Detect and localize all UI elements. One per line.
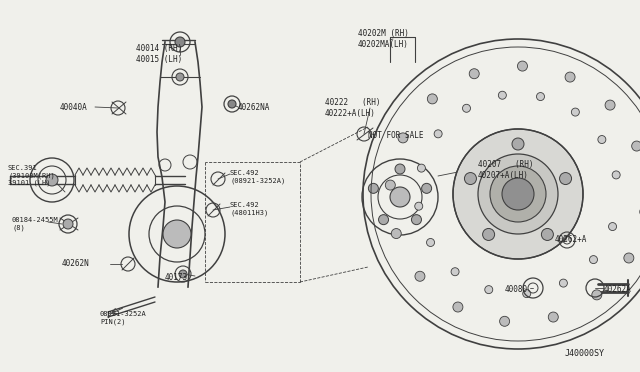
Text: 08921-3252A
PIN(2): 08921-3252A PIN(2)	[100, 311, 147, 325]
Circle shape	[548, 312, 558, 322]
Circle shape	[499, 91, 506, 99]
Circle shape	[453, 129, 583, 259]
Circle shape	[426, 238, 435, 247]
Circle shape	[478, 154, 558, 234]
Text: 40262A: 40262A	[604, 285, 632, 294]
Text: 40080: 40080	[505, 285, 528, 294]
Circle shape	[451, 268, 459, 276]
Circle shape	[500, 316, 509, 326]
Circle shape	[46, 174, 58, 186]
Text: 40262+A: 40262+A	[555, 235, 588, 244]
Circle shape	[612, 171, 620, 179]
Text: SEC.492
(48011H3): SEC.492 (48011H3)	[230, 202, 268, 216]
Circle shape	[541, 228, 554, 240]
Circle shape	[369, 183, 378, 193]
Circle shape	[391, 228, 401, 238]
Circle shape	[175, 37, 185, 47]
Text: J40000SY: J40000SY	[565, 350, 605, 359]
Text: 40014 (RH)
40015 (LH): 40014 (RH) 40015 (LH)	[136, 44, 182, 64]
Circle shape	[536, 93, 545, 100]
Circle shape	[228, 100, 236, 108]
Circle shape	[378, 215, 388, 225]
Circle shape	[605, 100, 615, 110]
Circle shape	[63, 219, 73, 229]
Text: 40173: 40173	[165, 273, 188, 282]
Circle shape	[490, 166, 546, 222]
Circle shape	[589, 256, 598, 264]
Circle shape	[624, 253, 634, 263]
Circle shape	[390, 187, 410, 207]
Circle shape	[572, 108, 579, 116]
Text: NOT FOR SALE: NOT FOR SALE	[368, 131, 424, 140]
Circle shape	[428, 94, 437, 104]
Circle shape	[415, 202, 423, 210]
Circle shape	[415, 271, 425, 281]
Circle shape	[484, 286, 493, 294]
Text: 40262N: 40262N	[62, 260, 90, 269]
Circle shape	[453, 302, 463, 312]
Circle shape	[434, 130, 442, 138]
Circle shape	[412, 215, 422, 225]
Circle shape	[463, 104, 470, 112]
Circle shape	[385, 180, 396, 190]
Circle shape	[512, 138, 524, 150]
Circle shape	[417, 164, 426, 172]
Circle shape	[483, 228, 495, 240]
Circle shape	[523, 290, 531, 298]
Circle shape	[598, 135, 606, 144]
Text: 08184-2455M
(8): 08184-2455M (8)	[12, 217, 59, 231]
Circle shape	[469, 69, 479, 79]
Text: 40040A: 40040A	[60, 103, 88, 112]
Circle shape	[609, 222, 616, 231]
Circle shape	[559, 279, 568, 287]
Text: 40202M (RH)
40202MA(LH): 40202M (RH) 40202MA(LH)	[358, 29, 409, 49]
Circle shape	[395, 164, 405, 174]
Circle shape	[465, 173, 476, 185]
Circle shape	[179, 270, 187, 278]
Circle shape	[502, 178, 534, 210]
Circle shape	[559, 173, 572, 185]
Text: 40222   (RH)
40222+A(LH): 40222 (RH) 40222+A(LH)	[325, 98, 381, 118]
Circle shape	[163, 220, 191, 248]
Circle shape	[398, 133, 408, 143]
Circle shape	[176, 73, 184, 81]
Circle shape	[518, 61, 527, 71]
Text: 40262NA: 40262NA	[238, 103, 270, 112]
Circle shape	[422, 183, 431, 193]
Circle shape	[592, 290, 602, 300]
Circle shape	[565, 72, 575, 82]
Circle shape	[632, 141, 640, 151]
Text: 40207   (RH)
40207+A(LH): 40207 (RH) 40207+A(LH)	[478, 160, 534, 180]
Text: SEC.492
(08921-3252A): SEC.492 (08921-3252A)	[230, 170, 285, 184]
Text: SEC.391
(39100M(RH)
39101 (LH): SEC.391 (39100M(RH) 39101 (LH)	[8, 166, 55, 186]
